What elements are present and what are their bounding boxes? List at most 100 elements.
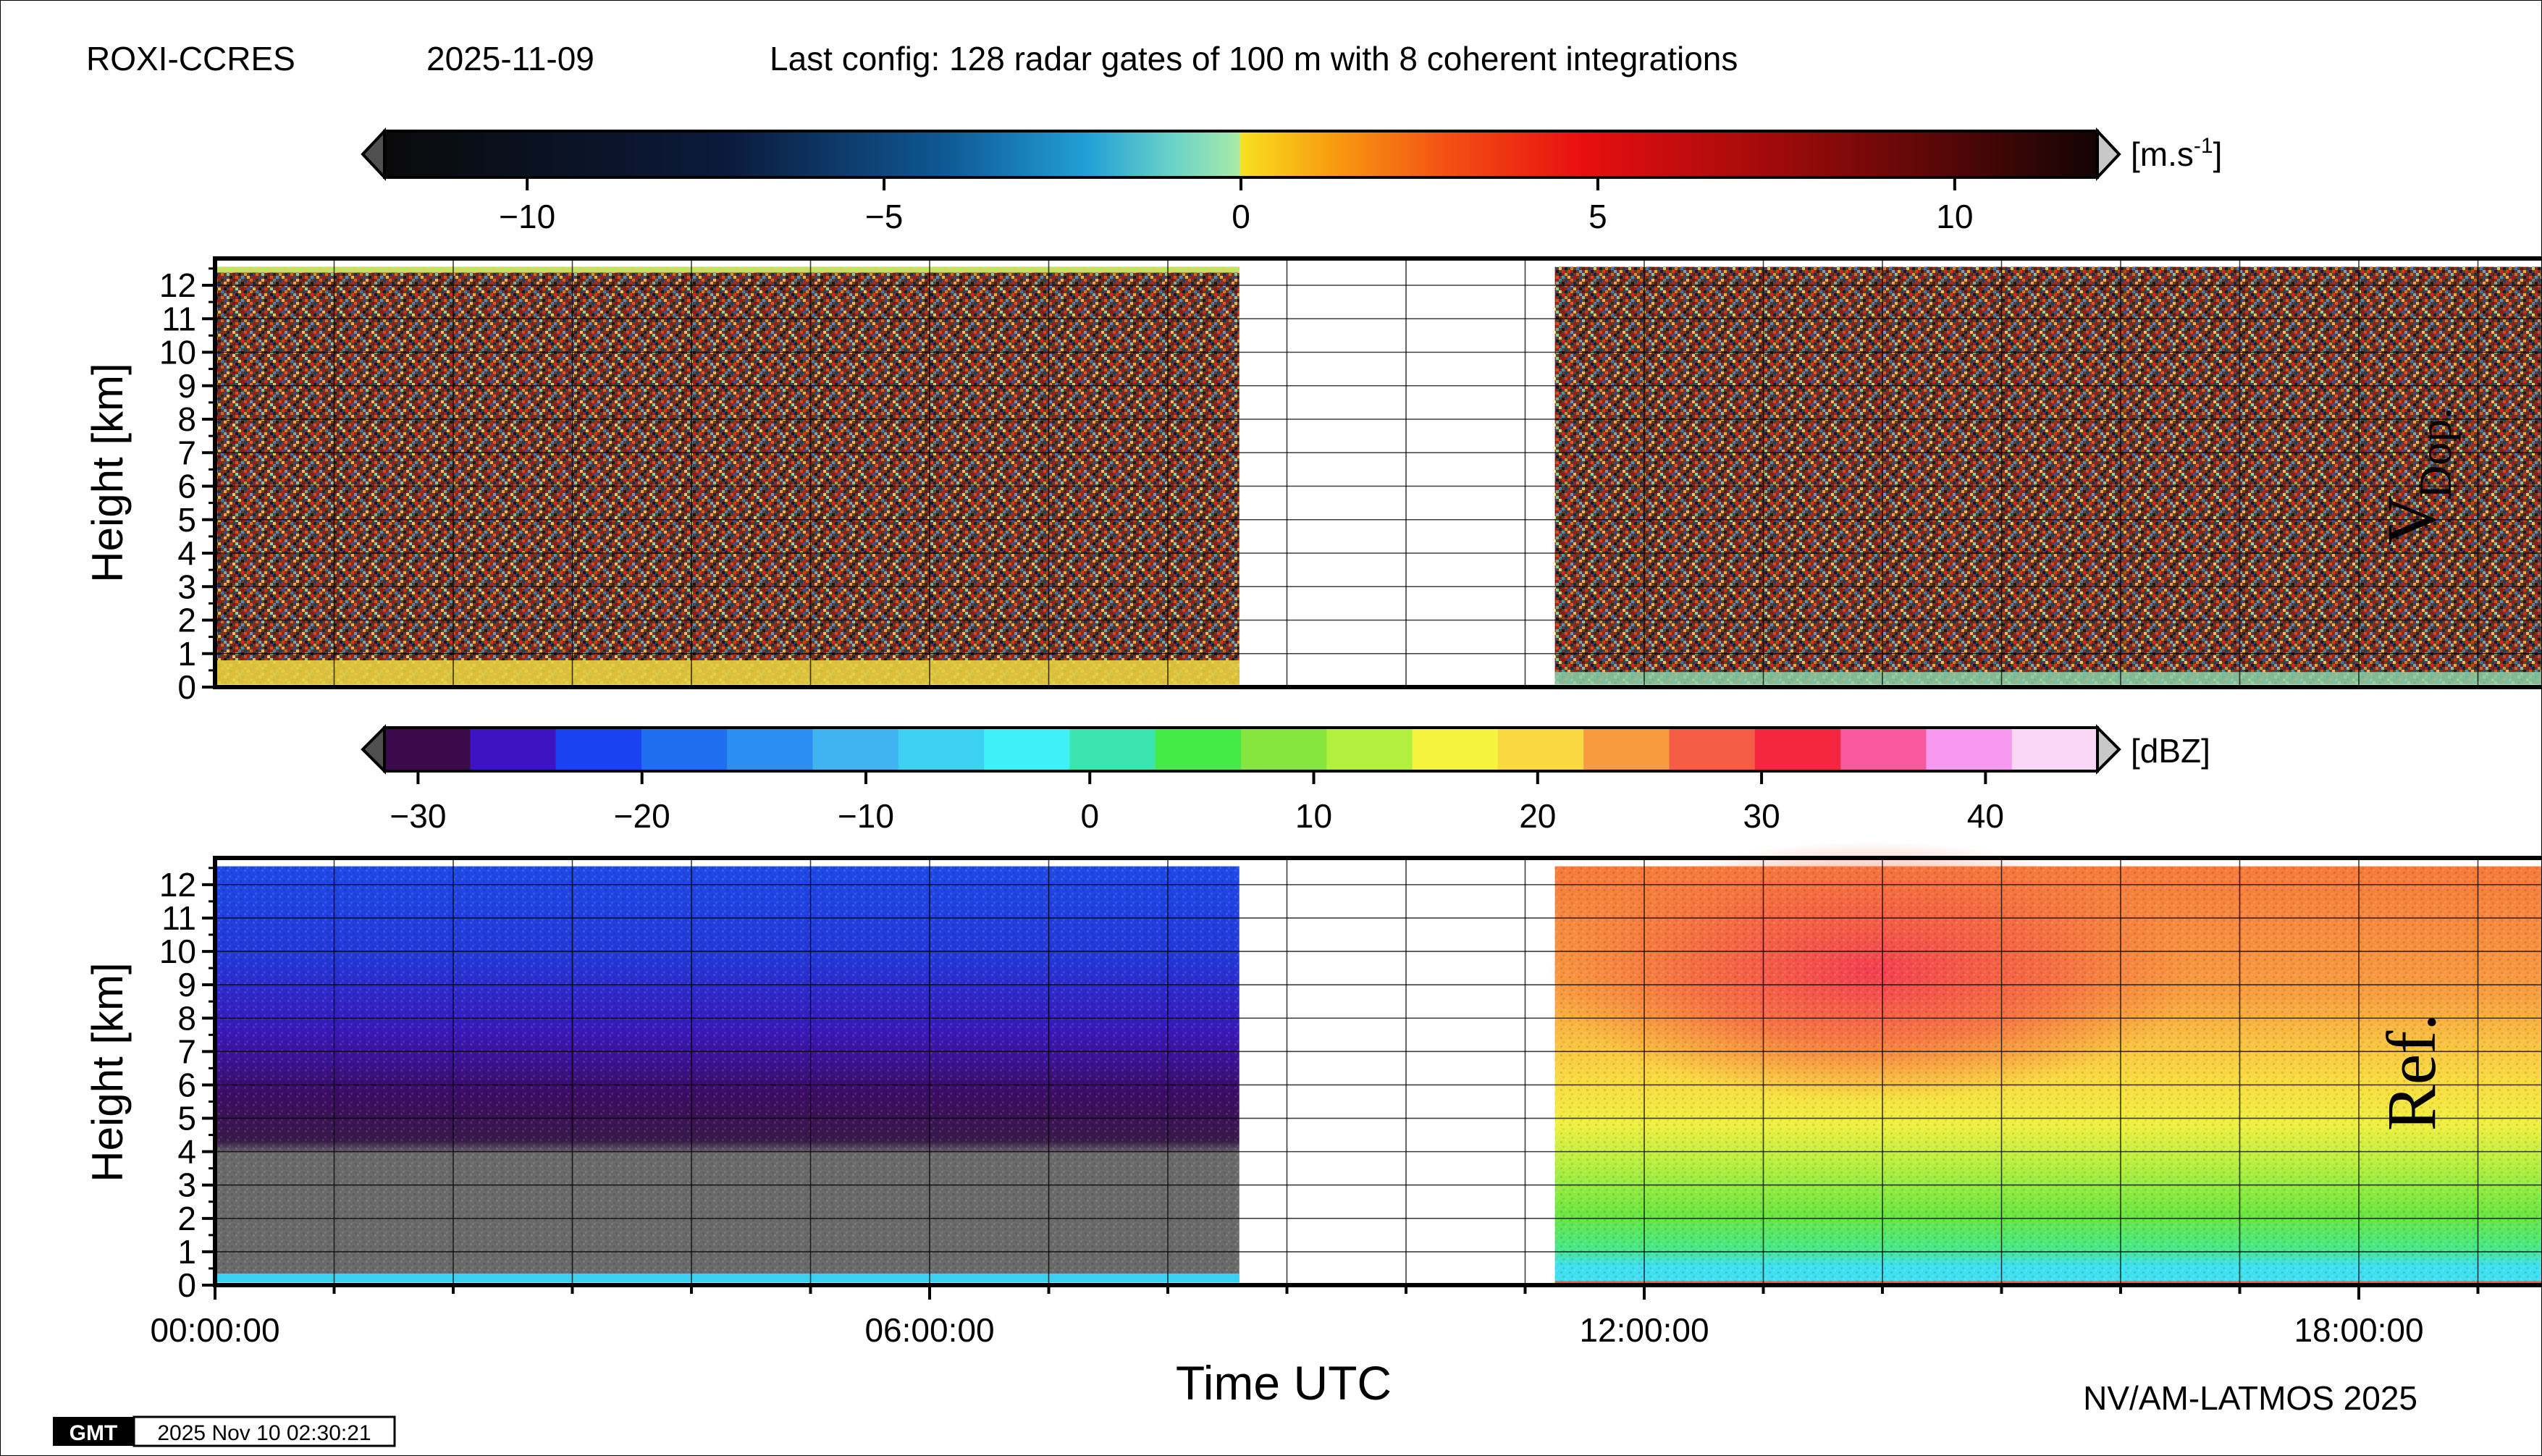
date-label: 2025-11-09 — [426, 40, 594, 77]
ref-colorbar-swatch — [1754, 728, 1841, 771]
ref-colorbar-tick-label: 20 — [1519, 797, 1556, 835]
y-tick-label: 0 — [177, 1266, 196, 1304]
y-tick-label: 4 — [177, 1133, 196, 1171]
gmt-logo-box — [53, 1417, 134, 1446]
y-tick-label: 8 — [177, 400, 196, 438]
y-tick-label: 6 — [177, 468, 196, 505]
y-tick-label: 7 — [177, 1032, 196, 1070]
y-tick-label: 1 — [177, 1233, 196, 1271]
y-tick-label: 5 — [177, 1100, 196, 1137]
ref-colorbar-swatch — [1669, 728, 1756, 771]
ref-colorbar-swatch — [1241, 728, 1327, 771]
ref-colorbar-tick-label: 0 — [1080, 797, 1099, 835]
velocity-panel-label: V Dop. — [2373, 408, 2461, 545]
reflectivity-colorbar: −30 −20 −10 0 10 20 30 40 [dBZ] — [361, 724, 2210, 835]
ref-colorbar-swatch — [384, 728, 471, 771]
y-tick-label: 9 — [177, 966, 196, 1003]
reflectivity-surface-band-1 — [215, 1273, 1240, 1283]
ref-colorbar-swatch — [1326, 728, 1413, 771]
velocity-label-main: V — [2373, 495, 2450, 545]
ref-colorbar-swatch — [898, 728, 985, 771]
ref-colorbar-swatch — [812, 728, 899, 771]
config-label: Last config: 128 radar gates of 100 m wi… — [770, 40, 1738, 77]
y-tick-label: 7 — [177, 434, 196, 471]
ref-colorbar-tick-label: −20 — [614, 797, 670, 835]
y-tick-label: 5 — [177, 501, 196, 539]
reflectivity-texture-1 — [215, 866, 1240, 1283]
x-tick-label: 00:00:00 — [150, 1311, 279, 1349]
ref-colorbar-swatch — [1155, 728, 1242, 771]
ref-colorbar-tick-label: 40 — [1967, 797, 2004, 835]
velocity-colorbar-tick-label: 10 — [1936, 198, 1973, 235]
y-tick-label: 12 — [159, 266, 196, 304]
ref-colorbar-tick-label: −30 — [390, 797, 446, 835]
velocity-unit: [m.s-1] — [2131, 134, 2222, 173]
ref-colorbar-swatch — [1412, 728, 1499, 771]
x-axis-label: Time UTC — [1176, 1356, 1392, 1410]
y-tick-label: 12 — [159, 866, 196, 904]
y-tick-label: 4 — [177, 534, 196, 572]
ref-colorbar-swatch — [984, 728, 1070, 771]
colorbar-high-arrow — [2096, 127, 2121, 182]
ref-colorbar-swatch — [555, 728, 642, 771]
y-tick-label: 9 — [177, 367, 196, 405]
velocity-colorbar-tick-label: 0 — [1232, 198, 1250, 235]
velocity-data-block-2 — [1554, 266, 2541, 685]
velocity-heatmap — [215, 266, 2541, 685]
y-tick-label: 0 — [177, 668, 196, 706]
y-tick-label: 10 — [159, 334, 196, 371]
x-tick-label: 06:00:00 — [864, 1311, 994, 1349]
ref-colorbar-tick-label: 10 — [1295, 797, 1332, 835]
velocity-data-block-1 — [215, 266, 1240, 685]
reflectivity-texture-2 — [1554, 866, 2541, 1283]
timestamp: 2025 Nov 10 02:30:21 — [157, 1421, 371, 1445]
ref-colorbar-swatch — [1497, 728, 1584, 771]
reflectivity-heatmap — [215, 841, 2541, 1284]
ref-colorbar-swatch — [2011, 728, 2098, 771]
gmt-timestamp-stamp: GMT 2025 Nov 10 02:30:21 — [53, 1415, 396, 1447]
gmt-logo: GMT — [70, 1421, 118, 1445]
reflectivity-surface-line — [1554, 1281, 2541, 1284]
reflectivity-panel-label: Ref. — [2373, 1014, 2450, 1132]
ref-colorbar-swatch — [641, 728, 728, 771]
ref-colorbar-tick-label: 30 — [1743, 797, 1780, 835]
ref-colorbar-swatch — [1840, 728, 1927, 771]
site-name: ROXI-CCRES — [86, 40, 295, 77]
ref-colorbar-low-arrow — [361, 724, 386, 775]
velocity-ylabel: Height [km] — [83, 363, 132, 582]
velocity-top-band — [215, 266, 1240, 273]
colorbar-low-arrow — [361, 127, 386, 182]
ref-colorbar-swatch — [1583, 728, 1670, 771]
velocity-surface-band-2 — [1554, 672, 2541, 685]
y-tick-label: 6 — [177, 1066, 196, 1103]
velocity-colorbar-tick-label: −5 — [865, 198, 903, 235]
y-tick-label: 8 — [177, 999, 196, 1037]
ref-colorbar-tick-label: −10 — [838, 797, 894, 835]
ref-colorbar-high-arrow — [2096, 724, 2121, 775]
y-tick-label: 11 — [161, 899, 196, 937]
ref-colorbar-swatch — [1069, 728, 1156, 771]
y-tick-label: 11 — [161, 300, 196, 337]
velocity-frame — [213, 256, 2541, 689]
reflectivity-ylabel: Height [km] — [83, 962, 132, 1182]
ref-colorbar-swatch — [1926, 728, 2013, 771]
velocity-surface-band-1 — [215, 660, 1240, 685]
timestamp-box — [132, 1415, 396, 1447]
y-tick-label: 3 — [177, 568, 196, 605]
y-tick-label: 3 — [177, 1166, 196, 1204]
y-tick-label: 10 — [159, 933, 196, 970]
y-tick-label: 2 — [177, 602, 196, 639]
reflectivity-unit: [dBZ] — [2131, 732, 2210, 770]
velocity-colorbar-tick-label: 5 — [1588, 198, 1607, 235]
x-tick-label: 12:00:00 — [1579, 1311, 1709, 1349]
velocity-colorbar-ramp — [383, 130, 2099, 179]
velocity-colorbar-tick-label: −10 — [499, 198, 555, 235]
y-tick-label: 1 — [177, 635, 196, 673]
x-tick-label: 18:00:00 — [2294, 1311, 2423, 1349]
y-tick-label: 2 — [177, 1200, 196, 1237]
ref-colorbar-swatch — [727, 728, 813, 771]
